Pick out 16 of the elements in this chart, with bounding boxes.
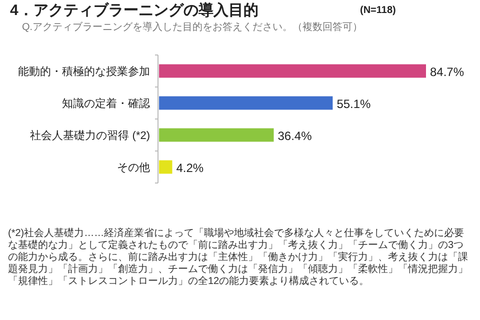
data-label: 36.4% <box>278 129 312 143</box>
chart-subtitle: Q.アクティブラーニングを導入した目的をお答えください。（複数回答可） <box>22 20 363 34</box>
bar <box>159 64 426 78</box>
y-tick-label: 知識の定着・確認 <box>62 97 150 110</box>
text: (N=118) <box>360 5 396 16</box>
data-label: 55.1% <box>336 97 372 111</box>
bar <box>159 160 172 174</box>
bar <box>159 96 333 110</box>
y-tick-label: 能動的・積極的な授業参加 <box>18 65 150 78</box>
chart-title: 4．アクティブラーニングの導入目的 <box>10 1 258 20</box>
y-tick-label: その他 <box>117 162 150 174</box>
bar <box>159 128 274 142</box>
data-label: 4.2% <box>176 161 204 175</box>
y-tick-label: 社会人基礎力の習得 (*2) <box>30 129 150 142</box>
data-label: 84.7% <box>430 65 464 79</box>
text: (*2)社会人基礎力……経済産業省によって「職場や地域社会で多様な人々と仕事をしていくために必要な基礎的な力」として定義されたもので「前に踏み出す力」「考え抜く力」「チームで働く力」の3つの能力から成る。さらに、前に踏み出す力は「主体性」「働きかけ力」「実行力」、考え抜く力は「課題発見力」「計画力」「創造力」、チームで働く力は「発信力」「傾聴力」「柔軟性」「情況把握力」「規律性」「ストレスコントロール力」の全12の能力要素より構成されている。 <box>8 228 469 288</box>
